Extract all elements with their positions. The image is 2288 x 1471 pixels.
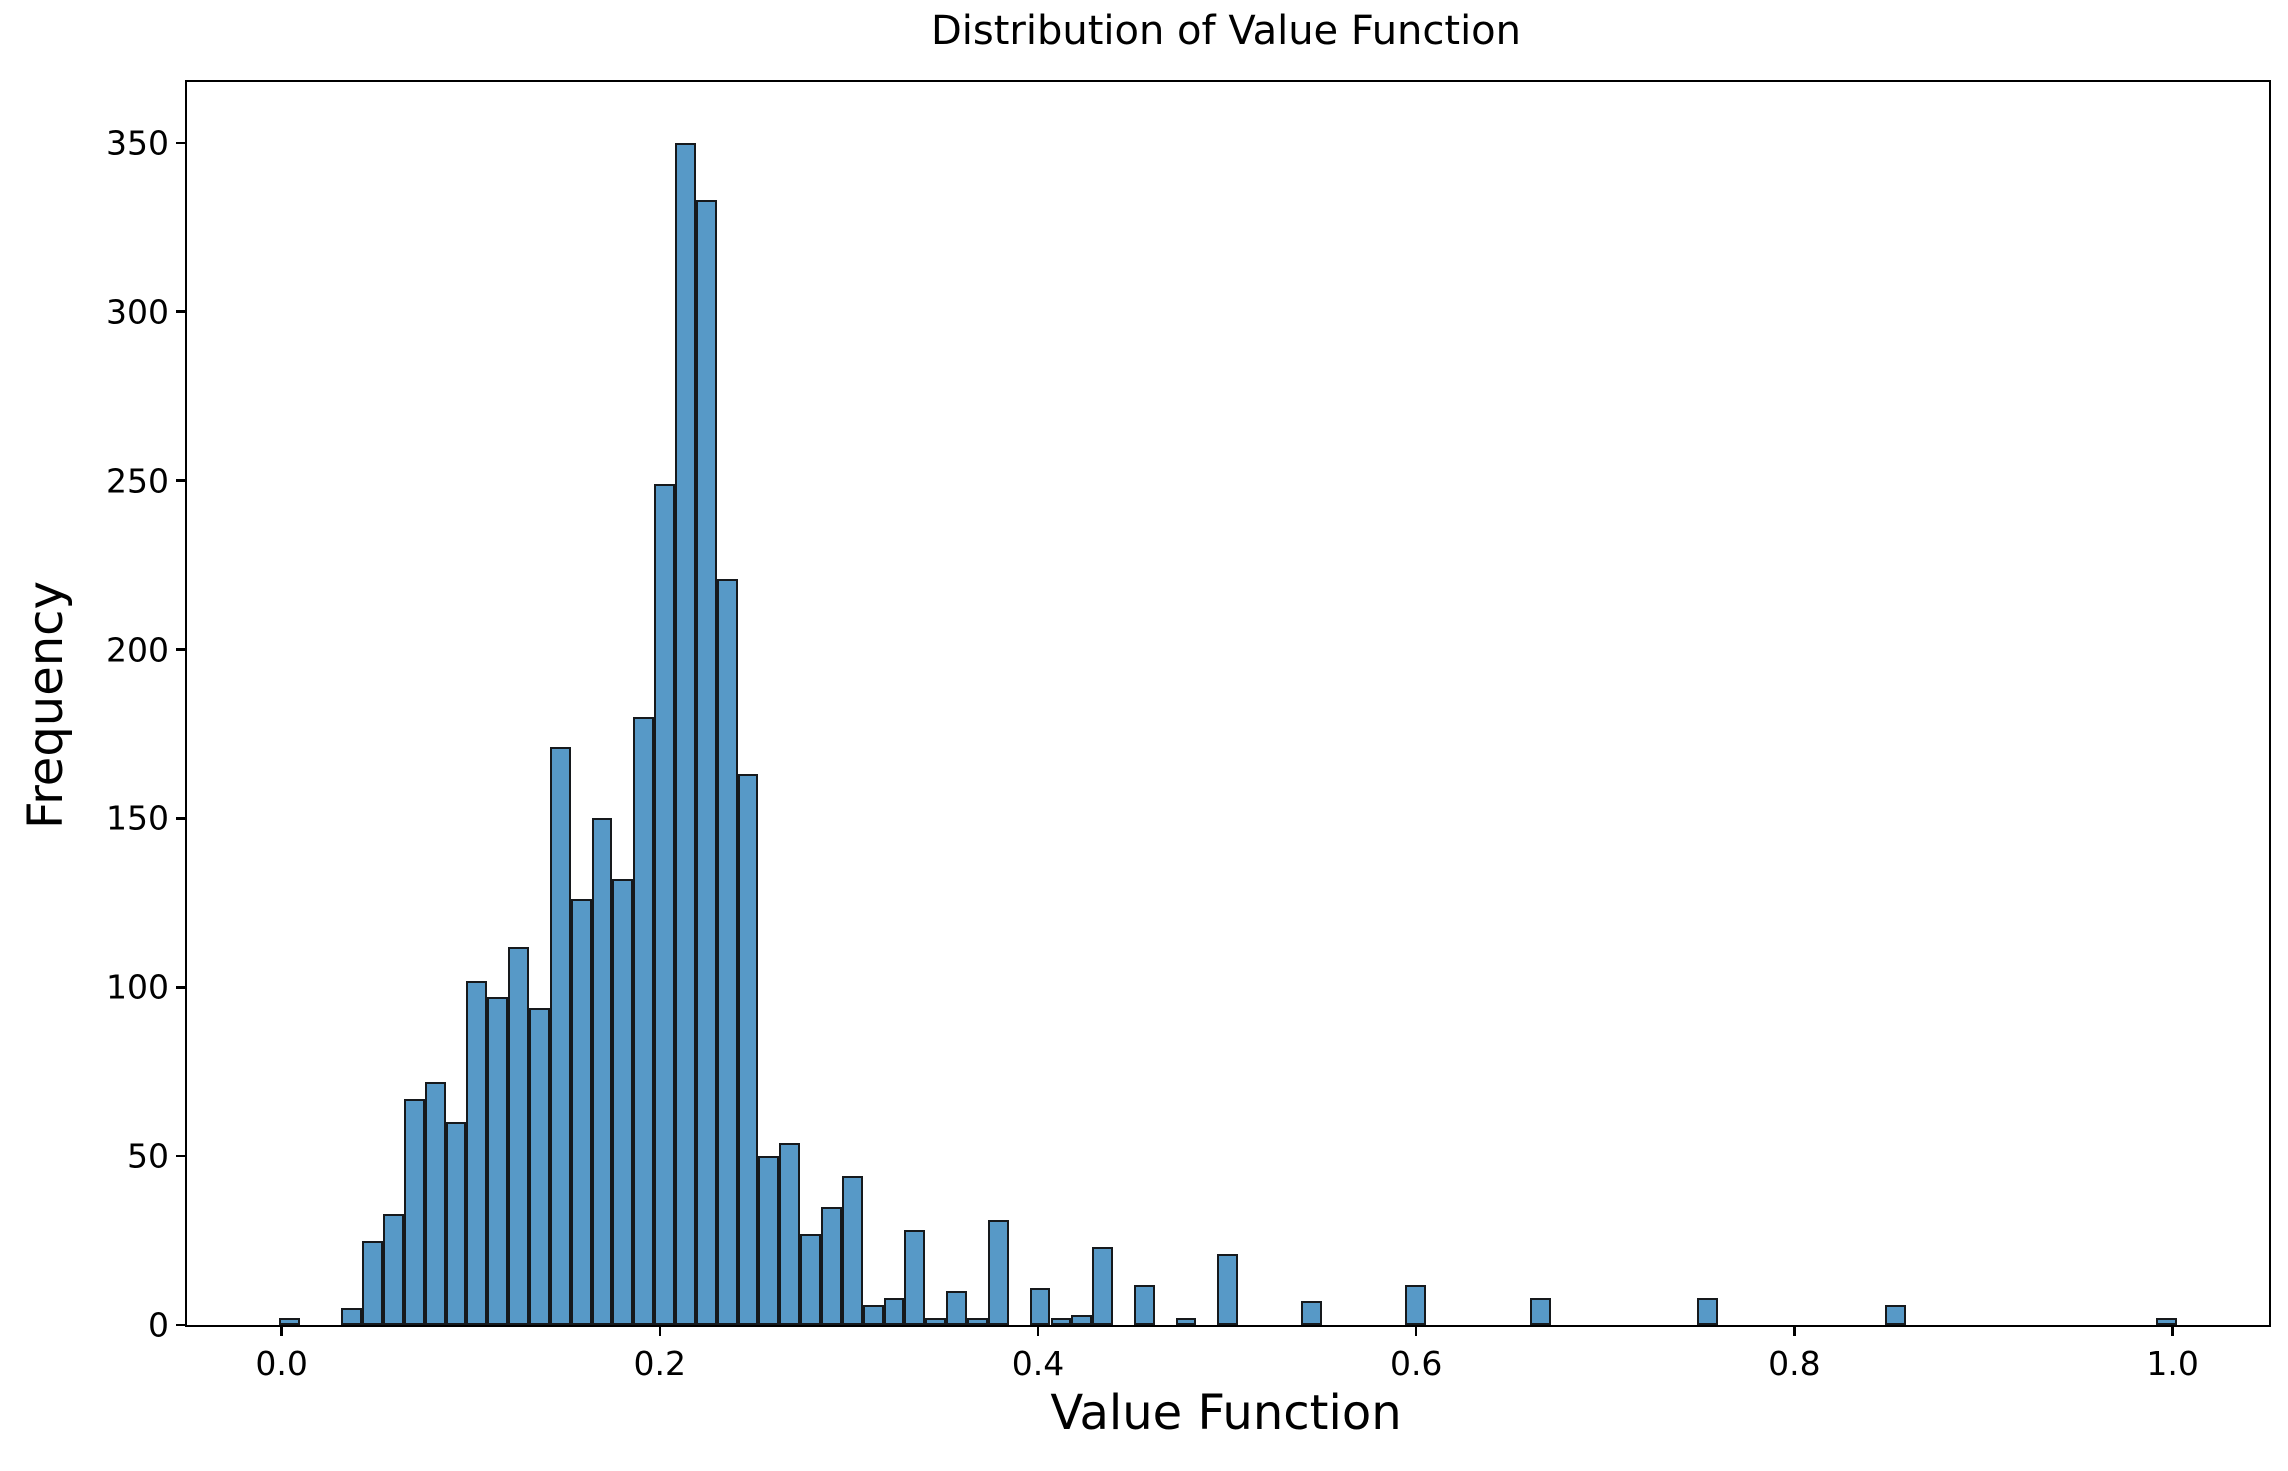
y-axis-tick-label: 250	[106, 461, 169, 501]
histogram-bar	[362, 1240, 383, 1325]
histogram-bar	[654, 483, 676, 1325]
x-axis-tick-label: 0.4	[1011, 1344, 1065, 1383]
x-axis-tick	[1036, 1325, 1040, 1336]
y-axis-tick-label: 200	[106, 630, 169, 669]
histogram-bar	[862, 1304, 884, 1325]
y-axis-tick-label: 50	[127, 1136, 169, 1176]
histogram-bar	[987, 1220, 1009, 1325]
y-axis-tick-label: 350	[106, 123, 169, 163]
x-axis-tick-label: 0.6	[1389, 1344, 1443, 1383]
histogram-bar	[445, 1122, 467, 1325]
y-axis-tick	[176, 986, 187, 989]
histogram-bar	[779, 1142, 801, 1325]
histogram-bar	[1071, 1314, 1093, 1325]
histogram-bar	[529, 1007, 550, 1325]
histogram-bar	[758, 1156, 780, 1325]
histogram-bar	[737, 774, 759, 1325]
x-axis-tick	[1414, 1325, 1418, 1336]
histogram-bar	[466, 980, 488, 1325]
axes-frame: 0.0 0.2 0.4 0.6 0.8 1.0 0 50 100 150 200 250 300 350	[106, 80, 2271, 1383]
histogram-bar	[424, 1081, 446, 1325]
y-axis-tick	[176, 310, 187, 313]
histogram-bar	[1175, 1318, 1197, 1325]
histogram-bar	[1697, 1298, 1718, 1325]
x-axis-label: Value Function	[1050, 1385, 1402, 1441]
histogram-bar	[946, 1291, 968, 1325]
y-axis-tick-label: 300	[106, 292, 169, 332]
x-axis-tick-label: 1.0	[2146, 1344, 2199, 1383]
histogram-bar	[1405, 1284, 1426, 1325]
histogram-bar	[487, 997, 509, 1325]
histogram-bar	[821, 1206, 842, 1325]
histogram-bar	[2155, 1318, 2177, 1325]
histogram-bar	[716, 578, 738, 1325]
histogram-bar	[1050, 1318, 1072, 1325]
histogram-bar	[612, 879, 634, 1325]
x-axis-tick	[2171, 1325, 2174, 1336]
histogram-bar	[549, 747, 571, 1325]
histogram-bar	[1300, 1301, 1322, 1325]
histogram-bar	[1530, 1298, 1552, 1325]
x-axis-tick-label: 0.0	[255, 1344, 308, 1383]
y-axis-label: Frequency	[18, 581, 74, 829]
x-axis-tick	[658, 1325, 661, 1336]
y-axis-tick-label: 100	[106, 967, 169, 1007]
histogram-bar	[341, 1308, 363, 1325]
x-axis-tick-label: 0.2	[633, 1344, 687, 1383]
y-axis-tick	[176, 479, 187, 482]
histogram-bar	[967, 1318, 988, 1325]
histogram-bar	[675, 142, 696, 1325]
histogram-bar	[1092, 1247, 1114, 1325]
histogram-bar	[591, 818, 613, 1325]
y-axis-tick-label: 150	[106, 798, 169, 838]
histogram-bar	[1884, 1304, 1906, 1325]
x-axis-tick	[280, 1325, 283, 1336]
histogram-bar	[383, 1213, 404, 1325]
histogram-bar	[1217, 1254, 1239, 1325]
histogram-bar	[570, 899, 592, 1325]
histogram-bar	[800, 1233, 822, 1325]
histogram-bar	[904, 1230, 926, 1325]
histogram-bar	[841, 1176, 863, 1325]
chart-title: Distribution of Value Function	[930, 8, 1522, 54]
y-axis-tick	[176, 648, 187, 651]
y-axis-tick-label: 0	[148, 1305, 169, 1345]
histogram-bar	[278, 1318, 300, 1325]
histogram-bar	[403, 1098, 425, 1325]
histogram-bar	[883, 1298, 905, 1325]
y-axis-tick	[176, 141, 187, 144]
histogram-bar	[695, 200, 717, 1325]
x-axis-tick	[1793, 1325, 1796, 1336]
histogram-bar	[1029, 1287, 1051, 1325]
plot-area: 0.0 0.2 0.4 0.6 0.8 1.0 0 50 100 150 200 250 300 350	[106, 82, 2269, 1383]
histogram-bar	[925, 1318, 947, 1325]
y-axis-tick	[176, 1154, 187, 1158]
histogram-bar	[508, 946, 529, 1325]
y-axis-tick	[176, 1323, 187, 1327]
histogram-bar	[1133, 1284, 1155, 1325]
y-axis-tick	[176, 817, 187, 820]
histogram-bar	[633, 717, 655, 1325]
x-axis-tick-label: 0.8	[1768, 1344, 1821, 1383]
